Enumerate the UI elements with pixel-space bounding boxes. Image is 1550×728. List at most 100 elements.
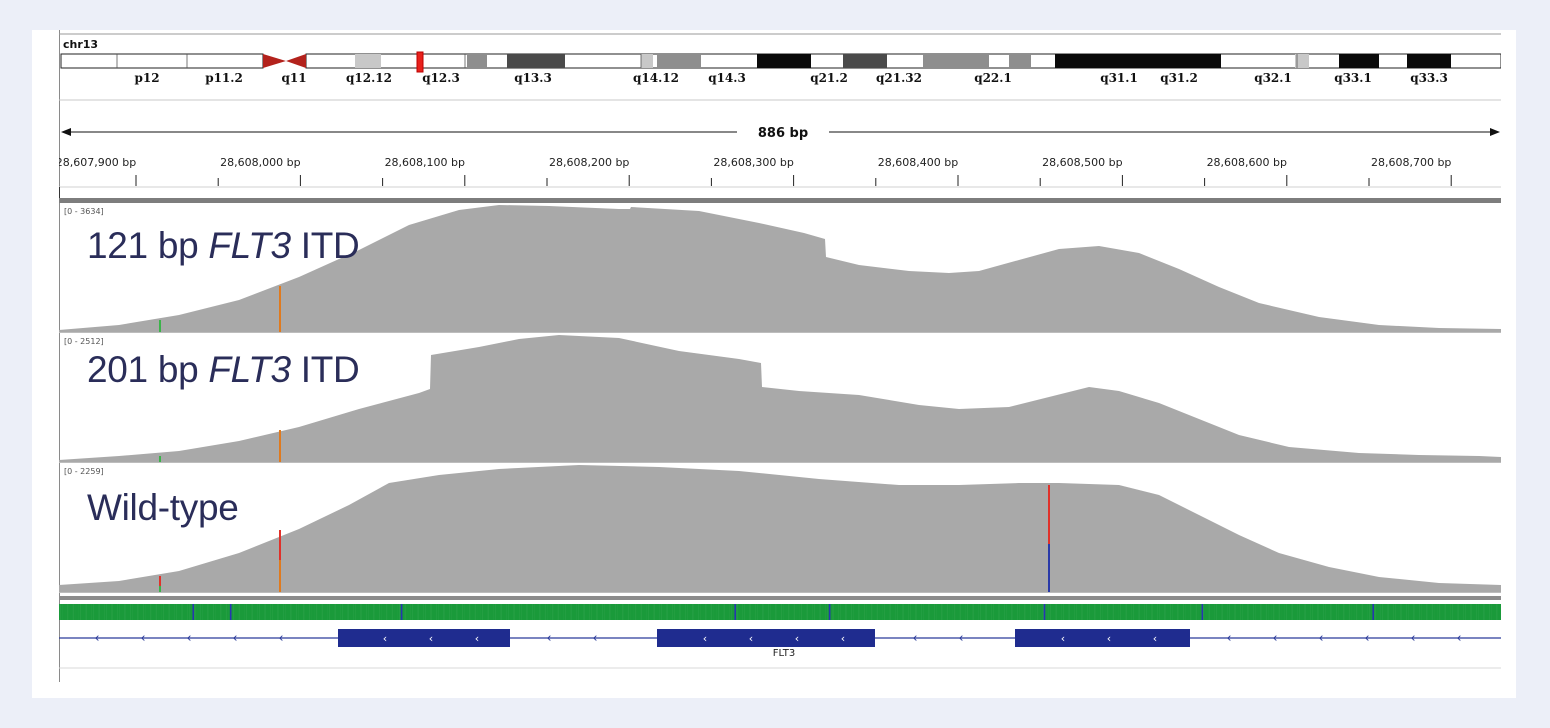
ruler[interactable]: 886 bp 28,607,900 bp 28,608,000 bp 28,608,… [56,99,1501,198]
sequence-base [683,604,686,620]
sequence-base [753,604,756,620]
current-region-marker[interactable] [416,51,424,73]
exon-block[interactable] [338,629,510,647]
sequence-base [906,604,909,620]
sequence-base [716,604,719,620]
sequence-base [973,604,976,620]
sequence-base [1382,604,1385,620]
sequence-base [1077,604,1080,620]
sequence-base [615,604,618,620]
sequence-base [745,604,748,620]
sequence-base [832,604,834,620]
sequence-base [731,604,733,620]
sequence-base [1115,604,1118,620]
sequence-base [482,604,484,620]
sequence-base [1450,604,1453,620]
sequence-base [501,604,504,620]
sequence-base [85,604,87,620]
strand-arrow: ‹ [1410,631,1415,646]
coverage-track-201bp[interactable] [59,335,1501,463]
sequence-base [1396,604,1399,620]
sequence-base [869,604,872,620]
sequence-base [1458,604,1461,620]
sequence-base [62,604,65,620]
coverage-track-wild-type[interactable] [59,465,1501,593]
sequence-base [677,604,680,620]
sequence-base [1261,604,1264,620]
strand-arrow: ‹ [1226,631,1231,646]
sequence-base [1105,604,1108,620]
sequence-base [783,604,786,620]
sequence-base [1089,604,1092,620]
exon-block[interactable] [1015,629,1190,647]
sequence-base [747,604,750,620]
sequence-base [1165,604,1168,620]
strand-arrow: ‹ [278,631,283,646]
sequence-base [257,604,260,620]
exon-strand-arrow: ‹ [1153,632,1157,645]
chromosome-band [641,54,653,68]
sequence-base [273,604,276,620]
sequence-base [1461,604,1464,620]
sequence-base [285,604,288,620]
sequence-base [415,604,418,620]
sequence-base [789,604,792,620]
sequence-base [547,604,550,620]
sequence-track[interactable] [59,604,1502,620]
sequence-base [1009,604,1012,620]
strand-arrow: ‹ [186,631,191,646]
sequence-base [1238,604,1241,620]
sequence-base [674,604,677,620]
sequence-base [1315,604,1318,620]
sequence-base [1470,604,1472,620]
band-label: q31.1 [1100,71,1138,85]
sequence-base [220,604,222,620]
sequence-base [810,604,813,620]
sequence-base [146,604,149,620]
sequence-base [1468,604,1471,620]
sequence-base [1121,604,1124,620]
sequence-base [1237,604,1240,620]
sequence-base [137,604,139,620]
sequence-base [1367,604,1370,620]
coverage-track-121bp[interactable] [59,205,1501,333]
sequence-base [430,604,432,620]
sequence-base [449,604,452,620]
exon-block[interactable] [657,629,875,647]
sequence-base [840,604,843,620]
sequence-base [322,604,325,620]
sequence-base [462,604,465,620]
sequence-base [1234,604,1236,620]
sequence-base [434,604,437,620]
sequence-base [1051,604,1054,620]
sequence-base [1419,604,1422,620]
sequence-base [640,604,642,620]
sequence-base [1400,604,1402,620]
sequence-base [356,604,359,620]
sequence-base [80,604,82,620]
sequence-base [96,604,99,620]
sequence-base [1055,604,1057,620]
sequence-base [89,604,92,620]
sequence-base [664,604,667,620]
sequence-base [889,604,891,620]
sequence-base [1090,604,1093,620]
sequence-base [905,604,908,620]
sequence-base [1328,604,1331,620]
sequence-base [552,604,554,620]
sequence-base [950,604,953,620]
sequence-base [211,604,214,620]
sequence-base [965,604,968,620]
sequence-base [145,604,148,620]
exon-strand-arrow: ‹ [841,632,845,645]
sequence-base [602,604,605,620]
sequence-base [91,604,94,620]
sequence-base [508,604,511,620]
sequence-base [581,604,584,620]
sequence-base [366,604,369,620]
gene-track-flt3[interactable]: ‹ ‹ ‹ ‹ ‹ ‹ ‹ ‹ ‹ ‹ ‹ ‹ ‹ ‹ ‹ ‹ ‹ ‹ ‹ ‹ ‹ ‹ ‹ ‹ ‹ FLT3 [59,629,1501,669]
track-label-201bp-itd: 201 bp FLT3 ITD [87,349,360,391]
sequence-base [1374,604,1376,620]
sequence-base [324,604,327,620]
chromosome-ideogram[interactable]: chr13 p12 p11.2 q11 q12.12 q12.3 q13.3 q14.12 q… [60,38,1502,85]
